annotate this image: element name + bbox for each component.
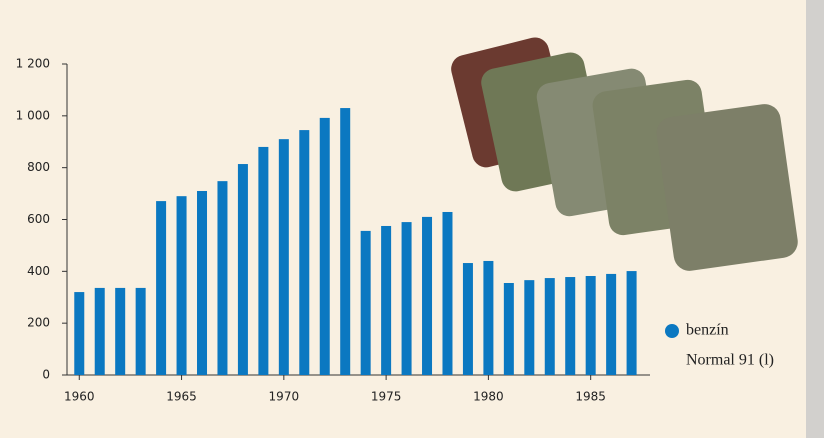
bar — [361, 231, 371, 375]
x-tick-label: 1970 — [269, 390, 300, 404]
bar — [156, 201, 166, 375]
bar — [422, 217, 432, 375]
jerry-can — [654, 102, 799, 273]
bar — [320, 118, 330, 375]
bar — [524, 280, 534, 375]
bar — [606, 274, 616, 375]
bar — [483, 261, 493, 375]
scrollbar — [806, 0, 824, 438]
y-tick-label: 200 — [27, 316, 50, 330]
bar — [442, 212, 452, 375]
x-tick-label: 1985 — [575, 390, 606, 404]
legend-note: Normal 91 (l) — [686, 352, 774, 369]
bar — [177, 196, 187, 375]
bar — [136, 288, 146, 375]
bar — [586, 276, 596, 375]
chart: benzín Normal 91 (l) 0 200 400 600 800 1 000 1… — [0, 0, 824, 438]
bar — [299, 130, 309, 375]
bar — [74, 292, 84, 375]
legend-label: benzín — [686, 322, 729, 339]
y-tick-label: 600 — [27, 212, 50, 226]
y-tick-label: 400 — [27, 264, 50, 278]
bar — [279, 139, 289, 375]
bar — [565, 277, 575, 375]
y-tick-label: 1 000 — [16, 108, 50, 122]
bar — [504, 283, 514, 375]
legend-marker — [665, 324, 679, 338]
bar — [115, 288, 125, 375]
x-tick-label: 1975 — [371, 390, 402, 404]
bar — [95, 288, 105, 375]
y-tick-label: 800 — [27, 160, 50, 174]
bar — [238, 164, 248, 375]
bar — [217, 181, 227, 375]
bar — [258, 147, 268, 375]
bar — [627, 271, 637, 375]
bar — [402, 222, 412, 375]
bar — [463, 263, 473, 375]
x-tick-label: 1965 — [166, 390, 197, 404]
y-tick-label: 1 200 — [16, 57, 50, 71]
x-tick-label: 1960 — [64, 390, 95, 404]
bar — [197, 191, 207, 375]
bar — [545, 278, 555, 375]
y-tick-label: 0 — [42, 368, 50, 382]
bar — [340, 108, 350, 375]
bar — [381, 226, 391, 375]
x-tick-label: 1980 — [473, 390, 504, 404]
